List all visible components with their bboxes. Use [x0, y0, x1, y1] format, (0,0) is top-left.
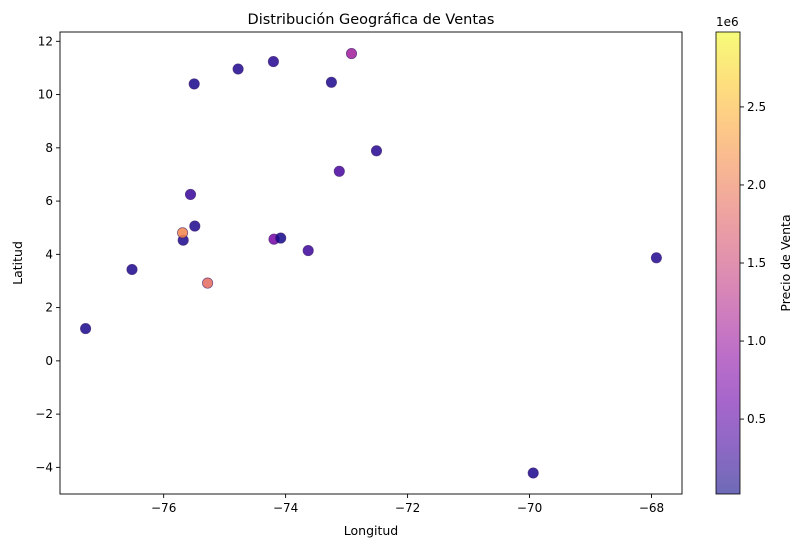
data-points-layer [80, 48, 662, 479]
data-point [177, 227, 189, 239]
data-point [202, 277, 214, 289]
y-tick-label: 6 [45, 194, 53, 208]
data-point [302, 245, 314, 257]
y-axis-label: Latitud [10, 241, 25, 285]
y-tick-label: 4 [45, 247, 53, 261]
data-point [370, 145, 383, 157]
colorbar-ticks: 0.5 1.0 1.5 2.0 2.5 [740, 100, 766, 426]
y-tick-label: 12 [38, 34, 53, 48]
chart-title: Distribución Geográfica de Ventas [248, 12, 495, 28]
data-point [189, 220, 201, 232]
data-point [325, 76, 337, 88]
x-axis-ticks: −76 −74 −72 −70 −68 [151, 494, 664, 515]
colorbar-label: Precio de Venta [778, 214, 793, 311]
x-tick-label: −76 [151, 501, 176, 515]
colorbar-tick-label: 1.5 [747, 256, 766, 270]
data-point [333, 165, 345, 177]
data-point [650, 252, 662, 264]
colorbar-tick-label: 2.5 [747, 100, 766, 114]
data-point [275, 232, 287, 244]
data-point [232, 63, 244, 75]
plot-frame [60, 32, 682, 494]
data-point [126, 263, 138, 276]
colorbar-scale-label: 1e6 [716, 15, 739, 29]
y-axis-ticks: −4 −2 0 2 4 6 8 10 12 [35, 34, 60, 474]
data-point [527, 467, 539, 479]
plot-border [59, 31, 683, 495]
x-tick-label: −70 [517, 501, 542, 515]
colorbar-tick-label: 0.5 [747, 412, 766, 426]
x-tick-label: −72 [395, 501, 420, 515]
colorbar: 0.5 1.0 1.5 2.0 2.5 1e6 Precio de Venta [715, 15, 793, 495]
y-tick-label: 10 [38, 88, 53, 102]
x-tick-label: −68 [639, 501, 664, 515]
y-tick-label: −2 [35, 407, 53, 421]
colorbar-tick-label: 2.0 [747, 178, 766, 192]
y-tick-label: 0 [45, 354, 53, 368]
x-tick-label: −74 [273, 501, 298, 515]
data-point [267, 56, 279, 68]
plot-area: −76 −74 −72 −70 −68 −4 −2 0 2 4 6 8 10 12 [35, 31, 683, 515]
data-point [184, 188, 197, 200]
data-point [345, 48, 358, 60]
colorbar-gradient [716, 32, 740, 494]
y-tick-label: −4 [35, 460, 53, 474]
x-axis-label: Longitud [344, 523, 398, 538]
data-point [80, 323, 92, 335]
data-point [188, 78, 200, 90]
colorbar-tick-label: 1.0 [747, 334, 766, 348]
y-tick-label: 8 [45, 141, 53, 155]
y-tick-label: 2 [45, 301, 53, 315]
